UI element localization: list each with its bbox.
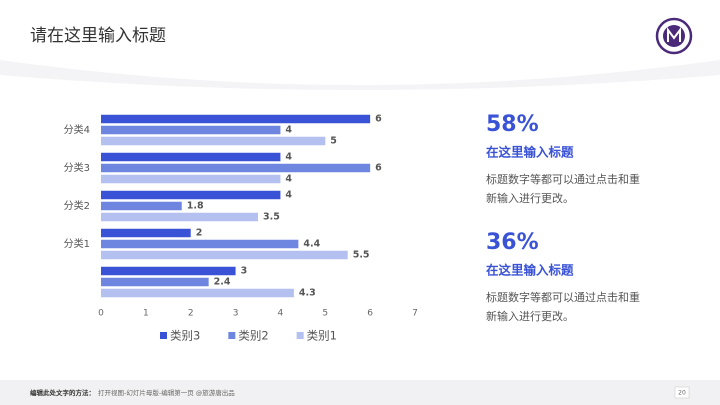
bar (101, 114, 371, 124)
value-label: 4.4 (303, 239, 320, 250)
y-tick-label: 分类1 (64, 237, 90, 250)
legend-label: 类别2 (238, 329, 268, 343)
bar (101, 239, 299, 249)
bar (101, 163, 371, 173)
legend-marker (160, 332, 167, 339)
value-label: 6 (375, 163, 382, 174)
legend-marker (296, 332, 304, 339)
bar (101, 174, 281, 184)
x-tick-label: 5 (322, 309, 328, 319)
value-label: 2.4 (214, 277, 231, 288)
value-label: 5.5 (353, 250, 370, 261)
x-tick-label: 4 (278, 309, 284, 319)
value-label: 2 (196, 228, 203, 239)
header-band (0, 60, 720, 90)
x-tick-label: 6 (367, 309, 373, 319)
bar (101, 250, 348, 260)
highlight-value: 36% (486, 230, 539, 255)
bar (101, 125, 281, 135)
page-box (674, 386, 690, 399)
value-label: 4 (285, 174, 292, 185)
highlight-text: 新输入进行更改。 (486, 191, 574, 205)
x-tick-label: 3 (233, 309, 239, 319)
highlight-text: 标题数字等都可以通过点击和重 (486, 290, 640, 304)
bar (101, 288, 294, 298)
value-label: 3.5 (263, 212, 280, 223)
bar (101, 152, 281, 162)
legend-marker (228, 332, 236, 339)
x-tick-label: 2 (188, 309, 194, 319)
highlight-text: 标题数字等都可以通过点击和重 (486, 172, 640, 186)
logo (655, 17, 693, 55)
x-tick-label: 7 (412, 309, 418, 319)
y-tick-label: 分类4 (64, 123, 90, 136)
highlight-title: 在这里输入标题 (486, 145, 574, 160)
value-label: 4 (285, 125, 292, 136)
bar (101, 266, 236, 276)
value-label: 6 (375, 114, 382, 125)
highlight-value: 58% (486, 112, 539, 137)
x-tick-label: 1 (143, 309, 149, 319)
bar (101, 136, 326, 146)
bar (101, 212, 258, 222)
value-label: 1.8 (187, 201, 204, 212)
y-tick-label: 分类2 (64, 199, 90, 212)
bar (101, 277, 209, 287)
footer-band (0, 380, 720, 405)
slide-title: 请在这里输入标题 (30, 26, 166, 46)
footer-label: 编辑此处文字的方法： (30, 388, 95, 397)
footer-text: 打开视图-幻灯片母版-编辑第一页 @旅游唐出品 (98, 388, 235, 397)
legend-label: 类别3 (170, 329, 200, 343)
value-label: 4 (285, 152, 292, 163)
value-label: 3 (241, 266, 248, 277)
x-tick-label: 0 (98, 309, 104, 319)
highlight-title: 在这里输入标题 (486, 263, 574, 278)
value-label: 4.3 (299, 288, 316, 299)
bar (101, 228, 191, 238)
y-tick-label: 分类3 (64, 161, 90, 174)
legend-label: 类别1 (307, 329, 337, 343)
bar (101, 190, 281, 200)
bar (101, 201, 182, 211)
highlight-text: 新输入进行更改。 (486, 309, 574, 323)
value-label: 5 (330, 136, 337, 147)
page-number: 20 (678, 390, 686, 397)
value-label: 4 (285, 190, 292, 201)
